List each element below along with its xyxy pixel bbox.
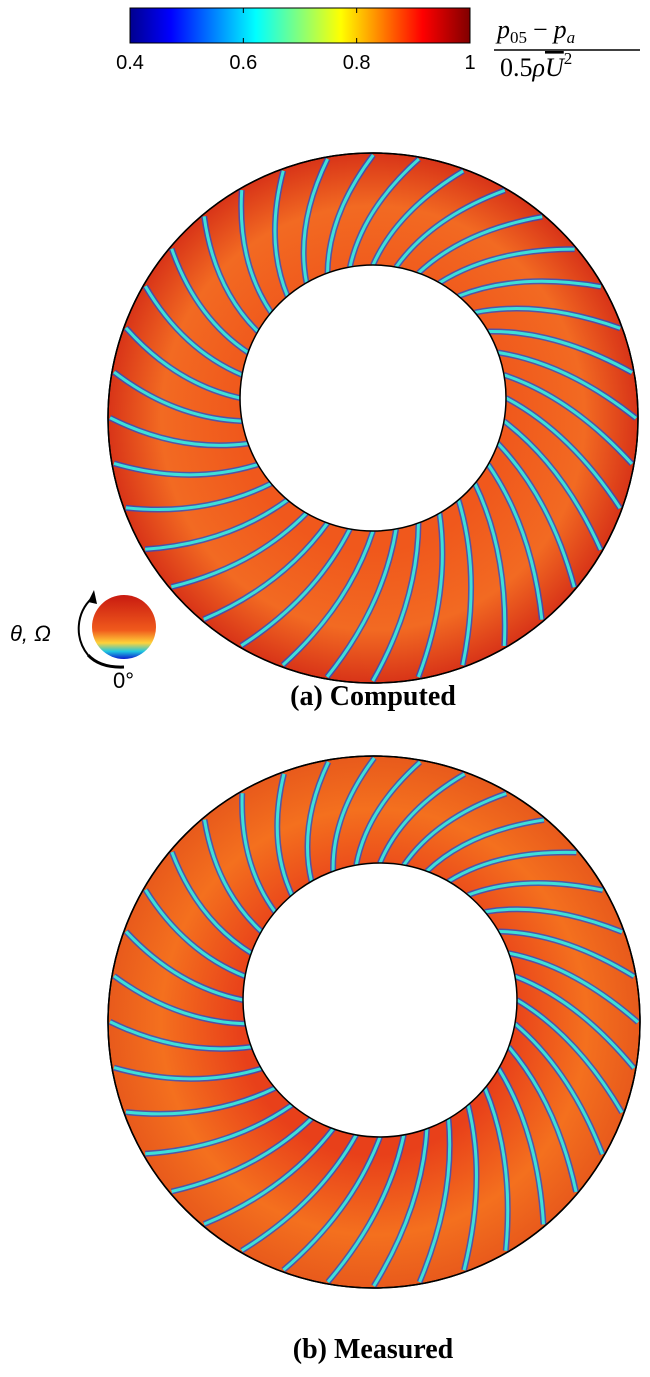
figure: 0.4 0.6 0.8 1 p05−pa 0.5ρU2 θ, Ω 0° (a) Com… [0, 0, 650, 1377]
colorbar [130, 8, 470, 43]
inset-origin-label: 0° [113, 668, 134, 693]
formula-numerator: p05−pa [495, 15, 575, 47]
caption: (a) Computed [290, 681, 456, 712]
rotation-arrow [79, 598, 92, 655]
contour-panel [108, 756, 640, 1288]
caption: (b) Measured [293, 1334, 454, 1365]
colorbar-tick-label: 0.8 [343, 52, 371, 74]
formula-denominator: 0.5ρU2 [500, 49, 572, 82]
hub [243, 863, 517, 1137]
inset-axis-label: θ, Ω [10, 621, 51, 646]
arrow-head [88, 590, 97, 604]
colorbar-tick-label: 1 [464, 52, 475, 74]
colorbar-tick-label: 0.4 [116, 52, 144, 74]
contour-panel [108, 153, 638, 683]
hub [240, 265, 506, 531]
colorbar-tick-label: 0.6 [229, 52, 257, 74]
inset-disc [92, 595, 156, 659]
